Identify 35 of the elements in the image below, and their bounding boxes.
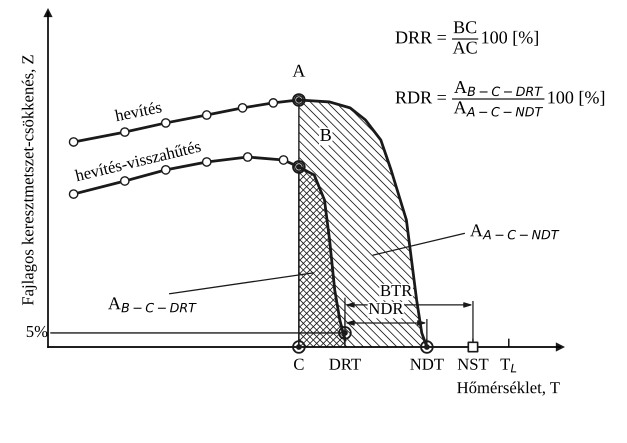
point — [268, 98, 278, 108]
x-tick-label: NST — [458, 358, 488, 370]
point — [467, 342, 478, 352]
text: AC — [452, 42, 477, 54]
annotation: 100 [%] — [548, 90, 604, 106]
point — [420, 340, 434, 354]
annotation: A$_{B−C−DRT}$ — [108, 297, 197, 312]
point — [120, 127, 130, 137]
text: 100 [%] — [482, 30, 538, 46]
text: A$_{B−C−DRT}$ — [454, 81, 543, 96]
text: BC — [454, 21, 476, 34]
annotation: A — [292, 64, 306, 77]
point — [292, 340, 306, 354]
point — [202, 157, 212, 167]
point — [242, 152, 253, 162]
y-axis-title: Fajlagos keresztmetszet-csökkenés, Z — [22, 55, 37, 306]
x-tick-label: NDT — [410, 358, 444, 370]
annotation: NDR — [368, 303, 404, 314]
point — [68, 189, 78, 199]
point — [278, 155, 288, 165]
x-tick-label: T$_{L}$ — [500, 358, 516, 372]
point — [202, 110, 212, 120]
annotation: A$_{A−C−NDT}$ — [470, 224, 560, 240]
point — [160, 118, 171, 128]
point — [338, 326, 352, 340]
text: hevítés — [114, 100, 162, 122]
annotation: RDR = — [396, 92, 446, 104]
x-tick-label: DRT — [329, 358, 361, 370]
annotation: BTR — [380, 285, 412, 296]
point — [238, 103, 248, 113]
text: DRR = — [396, 32, 446, 44]
x-axis-title: Hőmérséklet, T — [457, 382, 560, 396]
annotation: B — [320, 129, 331, 141]
x-tick-label: C — [294, 358, 304, 370]
annotation: A$_{A−C−NDT}$ — [454, 101, 544, 116]
